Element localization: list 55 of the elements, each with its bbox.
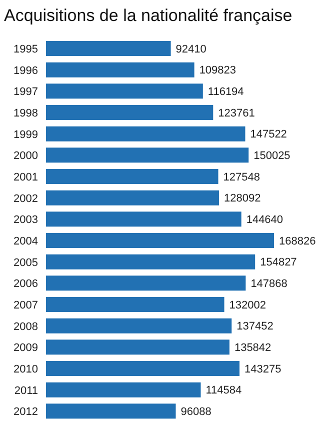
data-label: 144640 xyxy=(246,214,284,226)
y-tick-label: 2008 xyxy=(14,320,38,333)
y-tick-label: 2007 xyxy=(14,300,38,312)
y-tick-label: 1997 xyxy=(14,86,38,98)
data-label: 147868 xyxy=(250,278,288,290)
chart-title: Acquisitions de la nationalité française xyxy=(3,5,294,27)
y-tick-label: 2002 xyxy=(14,192,38,205)
bar xyxy=(46,190,219,206)
y-tick-label: 2006 xyxy=(14,278,38,290)
bar xyxy=(46,404,176,419)
bar xyxy=(46,168,218,184)
data-label: 135842 xyxy=(234,342,272,354)
data-label: 114584 xyxy=(206,384,242,397)
data-label: 116194 xyxy=(208,86,244,98)
y-tick-label: 2004 xyxy=(14,236,38,248)
y-tick-label: 2009 xyxy=(14,342,38,354)
data-label: 147522 xyxy=(250,128,287,141)
data-label: 109823 xyxy=(199,64,236,77)
bar xyxy=(46,84,203,99)
data-label: 92410 xyxy=(176,43,206,56)
bar xyxy=(46,212,242,227)
y-tick-label: 2003 xyxy=(14,214,38,226)
y-tick-label: 2005 xyxy=(14,256,38,269)
data-label: 168826 xyxy=(279,235,316,248)
bar xyxy=(46,148,249,163)
y-tick-label: 2010 xyxy=(14,364,38,376)
data-label: 143275 xyxy=(244,363,282,376)
bar xyxy=(46,360,240,376)
data-label: 123761 xyxy=(218,107,255,120)
bar xyxy=(46,382,201,398)
bar xyxy=(46,318,232,334)
data-label: 137452 xyxy=(236,320,274,333)
bar xyxy=(46,232,274,248)
y-tick-label: 1996 xyxy=(14,64,38,77)
data-label: 127548 xyxy=(223,171,260,184)
bar xyxy=(46,254,256,270)
bar xyxy=(46,296,224,312)
data-label: 96088 xyxy=(180,406,212,418)
data-label: 132002 xyxy=(229,299,266,312)
y-tick-label: 2012 xyxy=(14,406,38,418)
y-tick-label: 1995 xyxy=(14,44,38,56)
bar xyxy=(46,104,214,120)
y-tick-label: 1999 xyxy=(14,128,38,141)
bar xyxy=(46,276,246,291)
y-tick-label: 2001 xyxy=(14,172,38,184)
y-tick-label: 2011 xyxy=(14,384,38,397)
data-label: 150025 xyxy=(254,150,290,162)
data-label: 128092 xyxy=(224,192,261,205)
y-tick-label: 1998 xyxy=(14,108,38,120)
bar xyxy=(46,40,171,56)
y-tick-label: 2000 xyxy=(14,150,38,162)
bar xyxy=(46,126,246,142)
data-label: 154827 xyxy=(260,256,297,269)
bar xyxy=(46,62,194,78)
bar xyxy=(46,340,230,355)
